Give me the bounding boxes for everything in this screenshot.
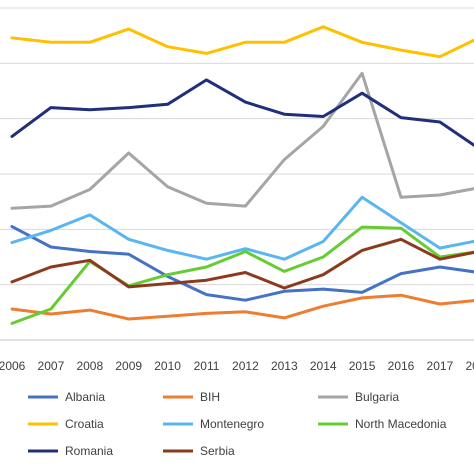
series-line-montenegro [10,195,474,261]
x-tick-label: 2018 [465,359,474,373]
series-line-romania [10,78,474,148]
x-tick-label: 2008 [76,359,103,373]
legend-label: BIH [200,390,220,404]
gridlines [0,7,474,341]
series-lines [10,25,474,325]
legend-label: Croatia [65,417,104,431]
legend-label: Romania [65,444,113,458]
legend-label: Albania [65,390,105,404]
series-line-serbia [10,237,474,290]
legend: Albania BIH Bulgaria Croatia Montenegro North… [28,390,447,458]
x-tick-label: 2010 [154,359,181,373]
series-line-croatia [10,25,474,59]
legend-label: Bulgaria [355,390,399,404]
x-tick-label: 2011 [194,359,220,373]
legend-label: Montenegro [200,417,264,431]
legend-label: North Macedonia [355,417,447,431]
x-axis-tick-labels: 2006 2007 2008 2009 2010 2011 2012 2013 2014 2015… [0,359,474,373]
x-tick-label: 2006 [0,359,26,373]
series-line-bih [10,293,474,321]
x-tick-label: 2013 [271,359,298,373]
x-tick-label: 2014 [310,359,337,373]
x-tick-label: 2015 [349,359,376,373]
series-line-albania [10,225,474,302]
x-tick-label: 2009 [115,359,142,373]
x-tick-label: 2012 [232,359,259,373]
series-line-bulgaria [10,71,474,210]
x-tick-label: 2007 [38,359,65,373]
x-tick-label: 2016 [388,359,415,373]
x-tick-label: 2017 [427,359,454,373]
legend-label: Serbia [200,444,235,458]
